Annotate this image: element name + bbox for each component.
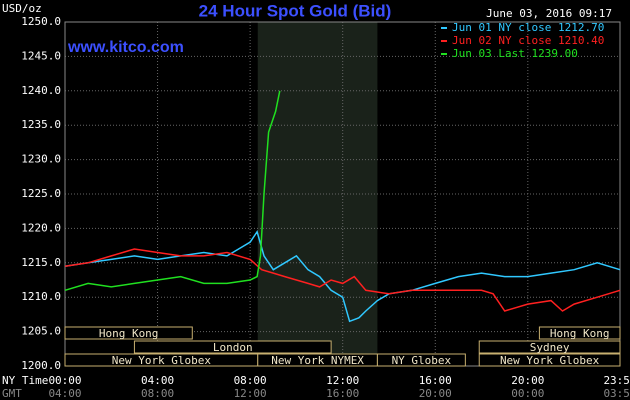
x-tick-label: 08:00 <box>234 374 267 387</box>
gmt-tick-label: 00:00 <box>511 387 544 400</box>
gmt-tick-label: 20:00 <box>419 387 452 400</box>
market-label: NY Globex <box>392 354 452 367</box>
market-label: Hong Kong <box>550 327 610 340</box>
market-session <box>538 326 621 340</box>
gmt-tick-label: 16:00 <box>326 387 359 400</box>
series-line <box>64 248 621 312</box>
x-row-label: GMT <box>2 387 22 400</box>
legend-label: Jun 01 NY close 1212.70 <box>452 21 604 34</box>
x-row-label: NY Time <box>2 374 48 387</box>
x-tick-label: 16:00 <box>419 374 452 387</box>
gmt-tick-label: 08:00 <box>141 387 174 400</box>
y-tick-label: 1235.0 <box>21 118 61 131</box>
x-tick-label: 20:00 <box>511 374 544 387</box>
market-session <box>64 326 193 340</box>
legend-label: Jun 02 NY close 1210.40 <box>452 34 604 47</box>
market-label: New York Globex <box>112 354 212 367</box>
series-line <box>64 90 281 292</box>
market-label: London <box>213 341 253 354</box>
x-tick-label: 04:00 <box>141 374 174 387</box>
y-tick-label: 1210.0 <box>21 290 61 303</box>
market-session <box>376 353 466 367</box>
y-tick-label: 1245.0 <box>21 49 61 62</box>
market-label: Sydney <box>530 341 570 354</box>
y-tick-label: 1205.0 <box>21 325 61 338</box>
market-session <box>478 353 621 367</box>
gmt-tick-label: 12:00 <box>234 387 267 400</box>
timestamp: June 03, 2016 09:17 <box>486 7 612 20</box>
gmt-tick-label: 04:00 <box>48 387 81 400</box>
market-label: Hong Kong <box>99 327 159 340</box>
legend-label: Jun 03 Last 1239.00 <box>452 47 578 60</box>
y-tick-label: 1220.0 <box>21 221 61 234</box>
chart-title: 24 Hour Spot Gold (Bid) <box>199 1 392 20</box>
market-label: New York NYMEX <box>271 354 364 367</box>
y-tick-label: 1230.0 <box>21 153 61 166</box>
y-tick-label: 1215.0 <box>21 256 61 269</box>
market-session <box>478 340 621 354</box>
y-tick-label: 1225.0 <box>21 187 61 200</box>
y-axis-label: USD/oz <box>2 2 42 15</box>
gmt-tick-label: 03:59 <box>603 387 630 400</box>
y-tick-label: 1200.0 <box>21 359 61 372</box>
website: www.kitco.com <box>67 39 184 56</box>
market-session <box>133 340 332 354</box>
x-tick-label: 12:00 <box>326 374 359 387</box>
x-tick-label: 00:00 <box>48 374 81 387</box>
market-label: New York Globex <box>500 354 600 367</box>
x-tick-label: 23:59 <box>603 374 630 387</box>
y-tick-label: 1250.0 <box>21 15 61 28</box>
y-tick-label: 1240.0 <box>21 84 61 97</box>
